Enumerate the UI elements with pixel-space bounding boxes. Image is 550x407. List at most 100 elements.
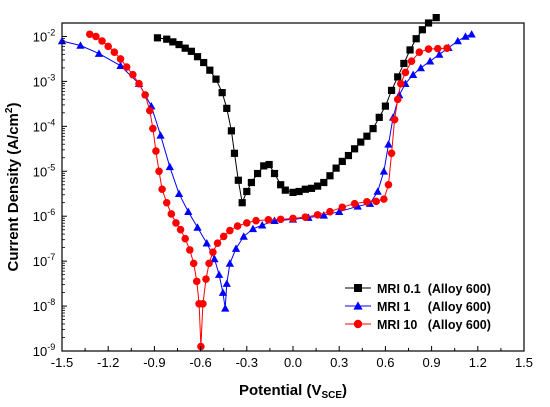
data-point	[264, 216, 273, 224]
data-point	[219, 232, 228, 241]
y-tick-label: 10-9	[33, 342, 55, 359]
data-point	[94, 49, 104, 57]
data-point	[221, 304, 230, 312]
x-tick-label: -0.3	[236, 355, 258, 370]
data-point	[401, 68, 410, 77]
data-point	[326, 172, 334, 180]
data-point	[129, 70, 137, 79]
data-point	[407, 57, 416, 65]
data-point	[400, 59, 408, 68]
y-tick-label: 10-2	[33, 27, 55, 44]
data-point	[393, 95, 402, 104]
legend-entry: MRI 10 (Alloy 600)	[345, 318, 491, 332]
legend-entry: MRI 1 (Alloy 600)	[345, 300, 491, 314]
data-point	[265, 160, 273, 169]
data-point	[301, 185, 309, 193]
data-point	[181, 234, 189, 243]
data-point	[202, 275, 210, 283]
legend: MRI 0.1 (Alloy 600) MRI 1 (Alloy 600) MRI …	[345, 282, 491, 332]
data-point	[252, 216, 260, 225]
data-point	[326, 207, 334, 216]
legend-label: MRI 0.1 (Alloy 600)	[377, 282, 491, 296]
x-tick-label: 0.0	[284, 355, 302, 370]
x-tick-label: 0.3	[330, 355, 348, 370]
series-triangle	[57, 30, 476, 312]
x-tick-label: -0.9	[143, 355, 165, 370]
data-point	[424, 19, 433, 27]
data-point	[353, 301, 363, 310]
data-point	[369, 124, 377, 133]
data-point	[230, 149, 239, 157]
data-point	[223, 104, 231, 112]
data-point	[384, 180, 393, 189]
data-point	[289, 188, 297, 196]
data-point	[281, 186, 289, 194]
data-point	[406, 46, 414, 54]
data-point	[76, 41, 85, 49]
data-point	[116, 55, 125, 63]
data-point	[163, 35, 171, 43]
data-point	[174, 189, 184, 198]
data-point	[289, 214, 297, 223]
series-circle	[85, 30, 451, 351]
data-point	[372, 197, 380, 206]
data-point	[363, 132, 371, 140]
data-point	[209, 248, 217, 256]
y-tick-label: 10-6	[33, 207, 55, 224]
data-point	[176, 225, 185, 234]
legend-label: MRI 10 (Alloy 600)	[377, 318, 491, 332]
data-point	[98, 37, 106, 45]
data-point	[270, 169, 279, 178]
data-point	[226, 226, 234, 235]
legend-entry: MRI 0.1 (Alloy 600)	[345, 282, 491, 296]
data-point	[338, 203, 347, 211]
data-point	[301, 213, 310, 221]
legend-label: MRI 1 (Alloy 600)	[377, 300, 491, 314]
plot-area	[57, 14, 525, 352]
data-point	[344, 151, 353, 160]
data-point	[350, 199, 359, 208]
data-point	[141, 91, 149, 99]
data-point	[387, 86, 396, 94]
ticks-layer: -1.5 -1.2 -0.9 -0.6 -0.3 0.0 0.3 0.6 0.9 1.2 1.5 10…	[33, 27, 533, 370]
data-point	[397, 79, 405, 88]
data-point	[276, 215, 285, 224]
data-point	[375, 113, 383, 121]
data-point	[390, 115, 399, 124]
data-point	[253, 169, 262, 178]
data-point	[167, 210, 176, 218]
data-point	[295, 187, 303, 196]
data-point	[380, 195, 388, 203]
data-point	[186, 246, 194, 254]
data-point	[181, 44, 189, 52]
data-point	[156, 131, 165, 139]
data-point	[239, 232, 248, 240]
data-point	[187, 47, 195, 55]
data-point	[227, 127, 235, 135]
data-point	[222, 279, 231, 287]
data-point	[418, 26, 426, 34]
data-point	[412, 35, 420, 43]
data-point	[243, 187, 251, 196]
data-point	[320, 178, 328, 187]
data-point	[353, 319, 363, 329]
x-tick-label: 1.2	[469, 355, 487, 370]
x-tick-label: -0.6	[189, 355, 211, 370]
x-tick-label: 0.6	[376, 355, 394, 370]
data-point	[351, 145, 359, 153]
data-point	[158, 185, 166, 194]
x-tick-label: -1.5	[51, 355, 73, 370]
data-point	[461, 32, 470, 40]
data-point	[162, 198, 171, 207]
data-point	[425, 57, 435, 65]
data-point	[354, 284, 362, 292]
data-point	[384, 140, 393, 148]
data-point	[243, 219, 251, 227]
data-point	[415, 48, 424, 56]
data-point	[199, 300, 207, 308]
x-tick-label: -1.2	[97, 355, 119, 370]
data-point	[225, 259, 234, 267]
data-point	[357, 138, 365, 146]
data-point	[110, 48, 119, 56]
data-point	[153, 34, 162, 42]
